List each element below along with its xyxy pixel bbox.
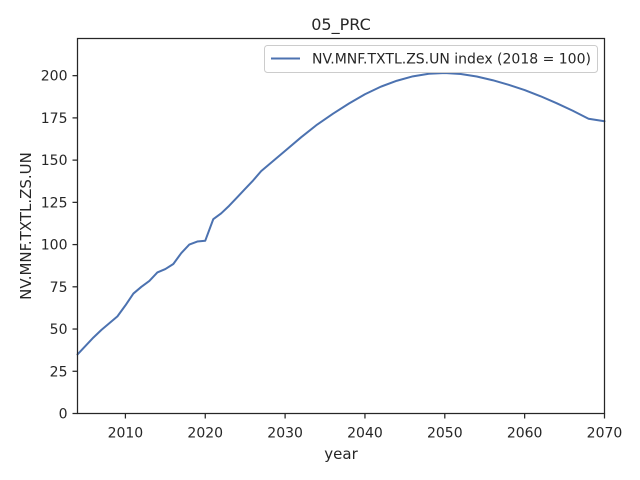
- series-layer: [76, 71, 606, 356]
- y-tick-label: 50: [50, 322, 68, 338]
- y-axis-label: NV.MNF.TXTL.ZS.UN: [17, 152, 35, 300]
- y-tick-label: 175: [41, 111, 68, 127]
- x-tick-label: 2030: [267, 426, 303, 442]
- plot-frame: [76, 37, 606, 415]
- y-tick-label: 200: [41, 69, 68, 85]
- x-tick-label: 2070: [587, 426, 623, 442]
- series-line-0: [76, 71, 606, 356]
- legend-entry-label: NV.MNF.TXTL.ZS.UN index (2018 = 100): [312, 52, 591, 68]
- x-tick-label: 2060: [507, 426, 543, 442]
- legend: NV.MNF.TXTL.ZS.UN index (2018 = 100): [264, 45, 598, 73]
- y-tick-label: 125: [41, 195, 68, 211]
- y-tick-label: 25: [50, 364, 68, 380]
- chart-title: 05_PRC: [311, 15, 371, 35]
- x-tick-label: 2040: [347, 426, 383, 442]
- y-tick-label: 0: [59, 407, 68, 423]
- y-tick-label: 100: [41, 238, 68, 254]
- x-axis-label: year: [324, 445, 358, 463]
- y-tick-label: 75: [50, 280, 68, 296]
- x-tick-label: 2050: [427, 426, 463, 442]
- y-tick-label: 150: [41, 153, 68, 169]
- axis-ticks: 2010 2020 2030 2040 2050 2060 2070 0 25 50 75 100 12…: [41, 69, 623, 442]
- legend-box: [264, 45, 598, 73]
- x-tick-label: 2010: [108, 426, 144, 442]
- x-tick-label: 2020: [187, 426, 223, 442]
